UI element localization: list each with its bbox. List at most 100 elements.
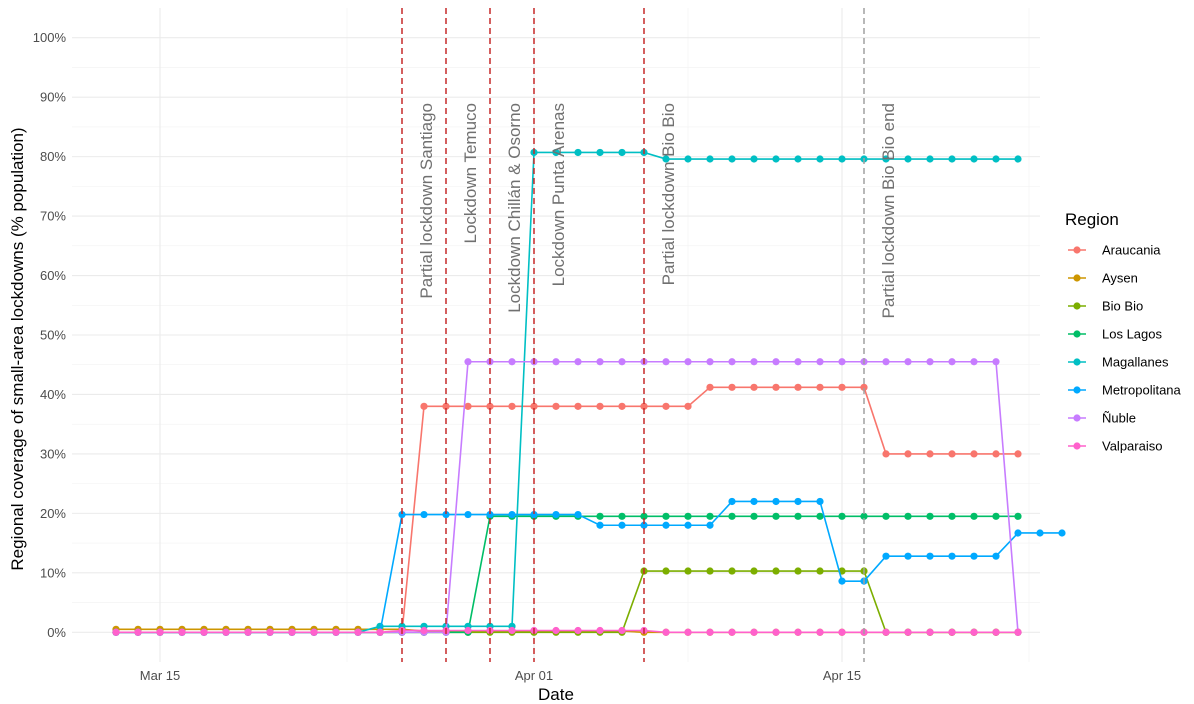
data-point — [750, 358, 758, 366]
data-point — [552, 510, 560, 519]
data-point — [992, 552, 1000, 560]
data-point — [244, 628, 252, 636]
series-araucania — [112, 383, 1022, 636]
data-point — [926, 512, 934, 520]
x-tick-label: Apr 15 — [823, 668, 861, 683]
data-point — [420, 510, 428, 519]
data-point — [508, 510, 516, 519]
legend-item-magallanes: Magallanes — [1068, 355, 1169, 370]
data-point — [926, 628, 934, 636]
data-point — [332, 628, 340, 636]
data-point — [706, 628, 714, 636]
data-point — [816, 512, 824, 520]
legend-label: Bio Bio — [1102, 299, 1143, 314]
legend-key-point — [1073, 414, 1081, 422]
legend-label: Los Lagos — [1102, 327, 1162, 342]
annotation-label: Lockdown Chillán & Osorno — [505, 103, 524, 313]
series-layer — [112, 148, 1066, 636]
data-point — [530, 402, 538, 410]
data-point — [574, 358, 582, 366]
legend-key-point — [1073, 386, 1081, 394]
data-point — [838, 383, 846, 391]
data-point — [618, 626, 626, 635]
data-point — [662, 358, 670, 366]
data-point — [596, 402, 604, 410]
data-point — [574, 402, 582, 410]
data-point — [552, 148, 560, 157]
data-point — [662, 155, 670, 163]
data-point — [948, 450, 956, 458]
legend-item-aysen: Aysen — [1068, 271, 1138, 286]
legend-title: Region — [1065, 210, 1119, 229]
series-line — [116, 500, 1062, 634]
data-point — [706, 521, 714, 529]
data-point — [970, 155, 978, 163]
data-point — [662, 567, 670, 575]
data-point — [816, 628, 824, 636]
data-point — [288, 628, 296, 636]
data-point — [640, 402, 648, 410]
data-point — [882, 155, 890, 163]
legend-item-araucania: Araucania — [1068, 243, 1161, 258]
data-point — [486, 510, 494, 519]
data-point — [552, 358, 560, 366]
legend-key-point — [1073, 358, 1081, 366]
legend-label: Araucania — [1102, 243, 1161, 258]
data-point — [992, 628, 1000, 636]
y-tick-label: 60% — [40, 268, 66, 283]
data-point — [728, 155, 736, 163]
data-point — [1058, 529, 1066, 537]
data-point — [750, 497, 758, 506]
data-point — [794, 512, 802, 520]
data-point — [838, 358, 846, 366]
data-point — [1014, 512, 1022, 520]
data-point — [618, 402, 626, 410]
data-point — [200, 628, 208, 636]
data-point — [486, 402, 494, 410]
data-point — [816, 155, 824, 163]
legend-key-point — [1073, 246, 1081, 254]
data-point — [464, 402, 472, 410]
data-point — [706, 383, 714, 391]
data-point — [464, 626, 472, 635]
data-point — [684, 402, 692, 410]
data-point — [596, 521, 604, 529]
data-point — [772, 567, 780, 575]
data-point — [816, 358, 824, 366]
data-point — [420, 626, 428, 635]
legend-label: Aysen — [1102, 271, 1138, 286]
legend-label: Valparaiso — [1102, 439, 1162, 454]
data-point — [838, 577, 846, 585]
annotation-label: Lockdown Punta Arenas — [549, 103, 568, 286]
data-point — [750, 567, 758, 575]
data-point — [640, 512, 648, 520]
data-point — [354, 628, 362, 636]
data-point — [706, 567, 714, 575]
annotation-label: Lockdown Temuco — [461, 103, 480, 244]
legend-key-point — [1073, 302, 1081, 310]
legend-items: Araucania Aysen Bio Bio Los Lagos Magallanes… — [1068, 243, 1182, 454]
data-point — [838, 628, 846, 636]
series-valparaiso — [112, 626, 1022, 636]
series-bio-bio — [112, 567, 1022, 636]
legend: Region Araucania Aysen Bio Bio Los Lagos Mag… — [1065, 210, 1182, 454]
data-point — [464, 358, 472, 366]
data-point — [530, 510, 538, 519]
data-point — [442, 402, 450, 410]
data-point — [860, 512, 868, 520]
data-point — [684, 521, 692, 529]
legend-item-valparaiso: Valparaiso — [1068, 439, 1162, 454]
series-los-lagos — [112, 512, 1022, 636]
data-point — [948, 155, 956, 163]
data-point — [904, 552, 912, 560]
data-point — [794, 497, 802, 506]
data-point — [926, 358, 934, 366]
y-tick-label: 20% — [40, 506, 66, 521]
data-point — [1014, 628, 1022, 636]
legend-label: Magallanes — [1102, 355, 1169, 370]
data-point — [970, 628, 978, 636]
data-point — [684, 358, 692, 366]
data-point — [860, 383, 868, 391]
annotation-label: Partial lockdown Bio Bio — [659, 103, 678, 285]
data-point — [904, 155, 912, 163]
